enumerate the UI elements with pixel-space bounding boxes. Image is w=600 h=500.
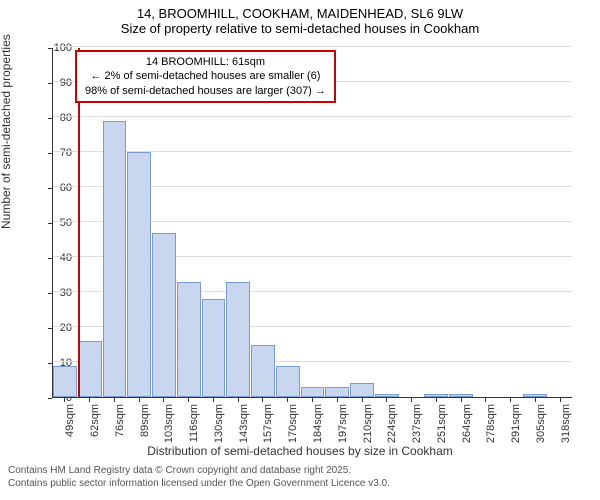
annotation-line2: ← 2% of semi-detached houses are smaller… (85, 69, 326, 83)
x-tick-label: 62sqm (89, 404, 101, 446)
bar (424, 394, 448, 398)
footer: Contains HM Land Registry data © Crown c… (8, 464, 390, 490)
annotation-box: 14 BROOMHILL: 61sqm ← 2% of semi-detache… (75, 50, 336, 103)
bar (325, 387, 349, 398)
x-tick-label: 278sqm (485, 404, 497, 446)
x-tick-label: 103sqm (163, 404, 175, 446)
x-tick-label: 157sqm (262, 404, 274, 446)
x-tick-label: 197sqm (337, 404, 349, 446)
x-axis-label: Distribution of semi-detached houses by … (0, 444, 600, 458)
bar (350, 383, 374, 397)
bar (523, 394, 547, 398)
x-tick-label: 184sqm (312, 404, 324, 446)
x-tick-label: 264sqm (461, 404, 473, 446)
x-tick-label: 305sqm (535, 404, 547, 446)
bar (251, 345, 275, 398)
x-tick-label: 291sqm (510, 404, 522, 446)
bar (177, 282, 201, 398)
footer-line1: Contains HM Land Registry data © Crown c… (8, 464, 390, 477)
x-tick-label: 116sqm (188, 404, 200, 446)
x-tick-label: 237sqm (411, 404, 423, 446)
footer-line2: Contains public sector information licen… (8, 477, 390, 490)
x-tick-label: 130sqm (213, 404, 225, 446)
title-line1: 14, BROOMHILL, COOKHAM, MAIDENHEAD, SL6 … (0, 6, 600, 21)
bar (152, 233, 176, 398)
bar (127, 152, 151, 397)
annotation-line3: 98% of semi-detached houses are larger (… (85, 84, 326, 98)
x-tick-label: 224sqm (386, 404, 398, 446)
bar (375, 394, 399, 398)
chart-title: 14, BROOMHILL, COOKHAM, MAIDENHEAD, SL6 … (0, 0, 600, 36)
bar (202, 299, 226, 397)
title-line2: Size of property relative to semi-detach… (0, 21, 600, 36)
x-tick-label: 143sqm (238, 404, 250, 446)
x-tick-label: 210sqm (362, 404, 374, 446)
x-tick-label: 89sqm (139, 404, 151, 446)
x-tick-label: 49sqm (64, 404, 76, 446)
bar (301, 387, 325, 398)
x-tick-label: 251sqm (436, 404, 448, 446)
bar (449, 394, 473, 398)
x-tick-label: 318sqm (560, 404, 572, 446)
bar (78, 341, 102, 397)
bar (103, 121, 127, 398)
x-tick-label: 170sqm (287, 404, 299, 446)
bar (226, 282, 250, 398)
y-axis-label: Number of semi-detached properties (0, 34, 13, 229)
annotation-line1: 14 BROOMHILL: 61sqm (85, 55, 326, 69)
bar (53, 366, 77, 398)
x-tick-label: 76sqm (114, 404, 126, 446)
bar (276, 366, 300, 398)
